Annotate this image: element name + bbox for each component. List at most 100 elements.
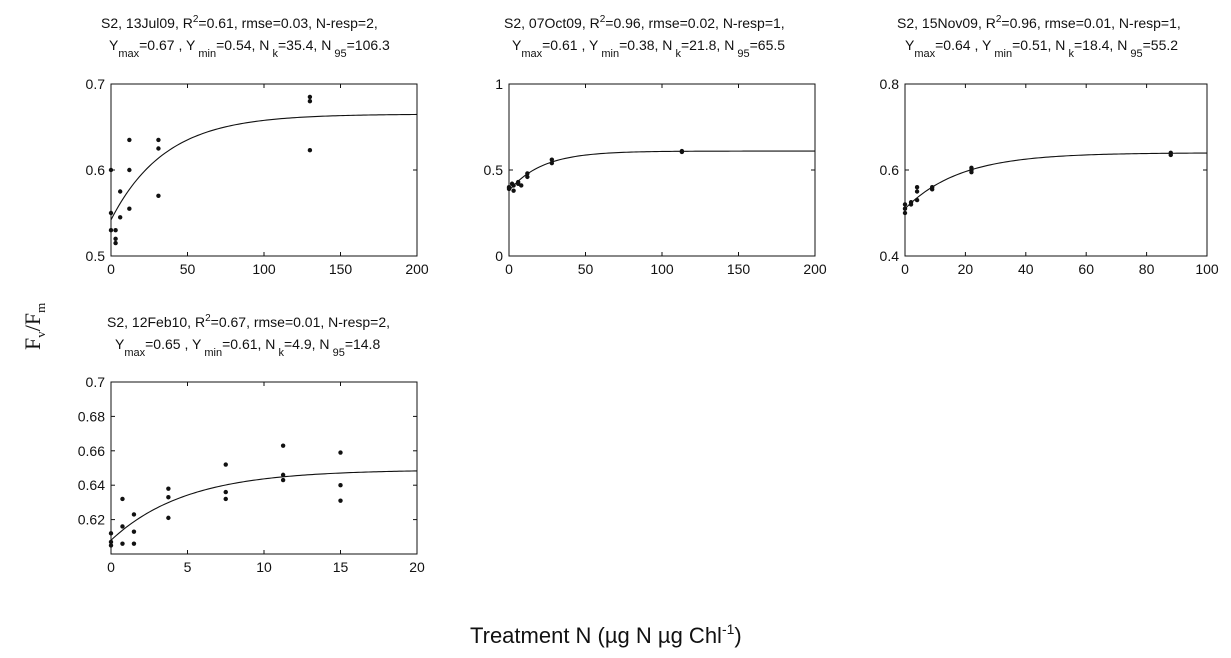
panel-ymin-sub: min [195,48,216,60]
x-tick-label: 100 [1195,261,1219,277]
data-point [338,450,343,455]
panel-title-line2: Ymax=0.64 , Y min=0.51, N k=18.4, N 95=5… [905,37,1178,60]
panel-nk-sub: k [1065,48,1074,60]
panel-n95-sub: 95 [330,347,345,359]
data-point [679,149,685,155]
y-tick-label: 0 [495,248,503,264]
data-point [902,202,908,207]
x-tick-label: 10 [256,559,272,575]
data-point [929,185,935,190]
panel-ymax-sub: max [124,347,145,359]
data-point [223,496,228,502]
data-point [338,483,343,488]
panel-rmse-nresp: rmse=0.01, N-resp=1, [1045,15,1181,31]
data-point [166,486,171,491]
data-point [969,165,974,171]
data-point [166,495,171,500]
x-tick-label: 100 [650,261,674,277]
x-tick-label: 0 [505,261,513,277]
panel-r2-value: =0.61, [198,15,241,31]
panel-n95-sub: 95 [331,48,346,60]
data-point [117,189,123,194]
panel-ymax-label: Y [109,37,119,53]
data-point [120,496,125,502]
data-point [511,183,516,188]
panel-date: 07Oct09, [529,15,586,31]
data-point [525,171,530,176]
panel-n95-value: =106.3 [347,37,390,53]
y-tick-label: 1 [495,76,503,92]
data-point [338,498,343,503]
panel-r2-sup: 2 [600,14,606,25]
y-axis-label-sub-m: m [33,303,48,313]
panel-ymin-value: =0.61, N [222,336,275,352]
panel-title-line1: S2, 13Jul09, R2=0.61, rmse=0.03, N-resp=… [101,14,378,31]
panel-n95-sub: 95 [1127,48,1142,60]
panel-site: S2, [504,15,529,31]
x-tick-label: 0 [107,559,115,575]
x-tick-label: 50 [578,261,594,277]
data-point [127,206,132,211]
panel-r2-sup: 2 [193,14,199,25]
data-point [127,137,132,143]
data-point [108,210,114,216]
data-point [166,515,171,521]
data-point [223,489,228,495]
panel-ymin-value: =0.51, N [1012,37,1065,53]
data-point [525,174,530,180]
panel-n95-sub: 95 [734,48,749,60]
data-point [280,472,286,478]
x-tick-label: 80 [1139,261,1155,277]
panel-n95-value: =65.5 [750,37,786,53]
panel-title-line1: S2, 07Oct09, R2=0.96, rmse=0.02, N-resp=… [504,14,785,31]
x-tick-label: 40 [1018,261,1034,277]
data-point [519,183,524,188]
panel-ymax-label: Y [905,37,915,53]
panel-site: S2, [897,15,922,31]
data-point [108,228,114,233]
panel-site: S2, [101,15,126,31]
panel-nk-value: =35.4, N [278,37,331,53]
y-tick-label: 0.5 [484,162,504,178]
panel-r2-label: R [191,314,205,330]
data-point [156,146,161,151]
panel-rmse-nresp: rmse=0.01, N-resp=2, [254,314,390,330]
x-tick-label: 60 [1078,261,1094,277]
panel-date: 15Nov09, [922,15,982,31]
data-point [914,189,920,194]
y-tick-label: 0.66 [78,443,105,459]
data-point [549,157,555,162]
x-tick-label: 200 [803,261,827,277]
data-point [902,206,908,211]
data-point [120,541,125,546]
chart-panel-4: S2, 12Feb10, R2=0.67, rmse=0.01, N-resp=… [78,313,425,575]
panel-nk-sub: k [275,347,284,359]
fit-curve [904,152,1208,210]
y-tick-label: 0.8 [880,76,900,92]
y-tick-label: 0.68 [78,408,105,424]
data-point [307,94,313,100]
x-axis-label: Treatment N (µg N µg Chl-1) [470,621,742,648]
panel-ymin-value: =0.38, N [619,37,672,53]
x-tick-label: 50 [180,261,196,277]
x-tick-label: 20 [409,559,425,575]
data-point [280,443,286,448]
data-point [914,197,920,203]
y-tick-label: 0.7 [86,374,106,390]
x-tick-label: 200 [405,261,429,277]
x-axis-label-text: Treatment N (µg N µg Chl [470,623,722,648]
x-tick-label: 0 [901,261,909,277]
panel-date: 12Feb10, [132,314,191,330]
panel-ymin-sub: min [991,48,1012,60]
data-point [108,543,114,548]
panel-r2-value: =0.67, [211,314,254,330]
data-point [113,228,118,233]
panel-title-line2: Ymax=0.65 , Y min=0.61, N k=4.9, N 95=14… [115,336,380,359]
y-axis-label-f: F [20,338,45,350]
panel-ymax-label: Y [512,37,522,53]
panel-nk-value: =4.9, N [284,336,330,352]
x-tick-label: 5 [184,559,192,575]
plot-frame [904,83,1208,257]
panel-nk-value: =21.8, N [681,37,734,53]
